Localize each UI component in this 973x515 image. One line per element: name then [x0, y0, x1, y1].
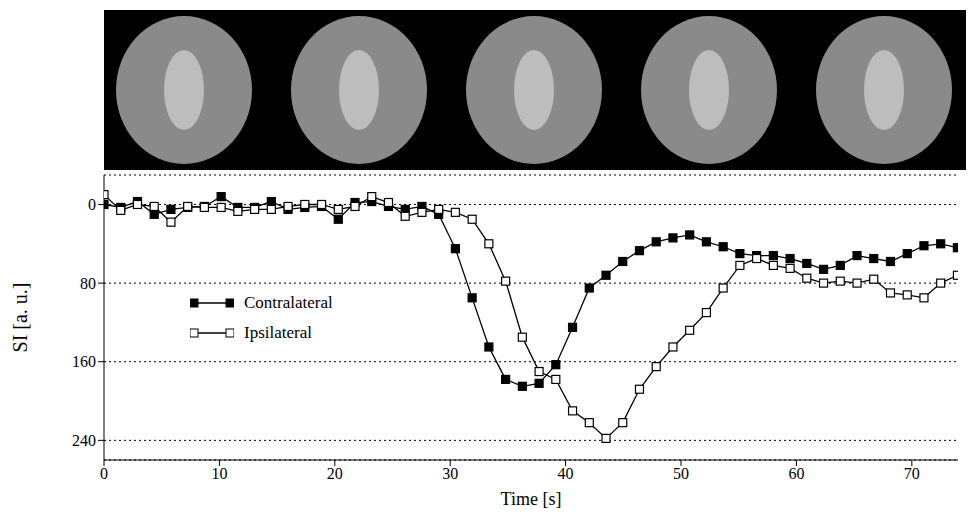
svg-text:240: 240 [72, 432, 96, 449]
svg-text:0: 0 [88, 196, 96, 213]
svg-text:0: 0 [100, 465, 108, 482]
svg-text:50: 50 [673, 465, 689, 482]
svg-text:80: 80 [80, 275, 96, 292]
svg-text:70: 70 [904, 465, 920, 482]
svg-text:40: 40 [558, 465, 574, 482]
svg-text:160: 160 [72, 353, 96, 370]
html-text:Ipsilateral: Ipsilateral [244, 323, 312, 342]
svg-text:SI [a. u.]: SI [a. u.] [9, 283, 31, 353]
svg-text:30: 30 [442, 465, 458, 482]
svg-text:Time [s]: Time [s] [501, 489, 562, 509]
svg-text:20: 20 [327, 465, 343, 482]
html-text:Contralateral: Contralateral [244, 293, 333, 312]
svg-text:60: 60 [788, 465, 804, 482]
svg-text:10: 10 [211, 465, 227, 482]
